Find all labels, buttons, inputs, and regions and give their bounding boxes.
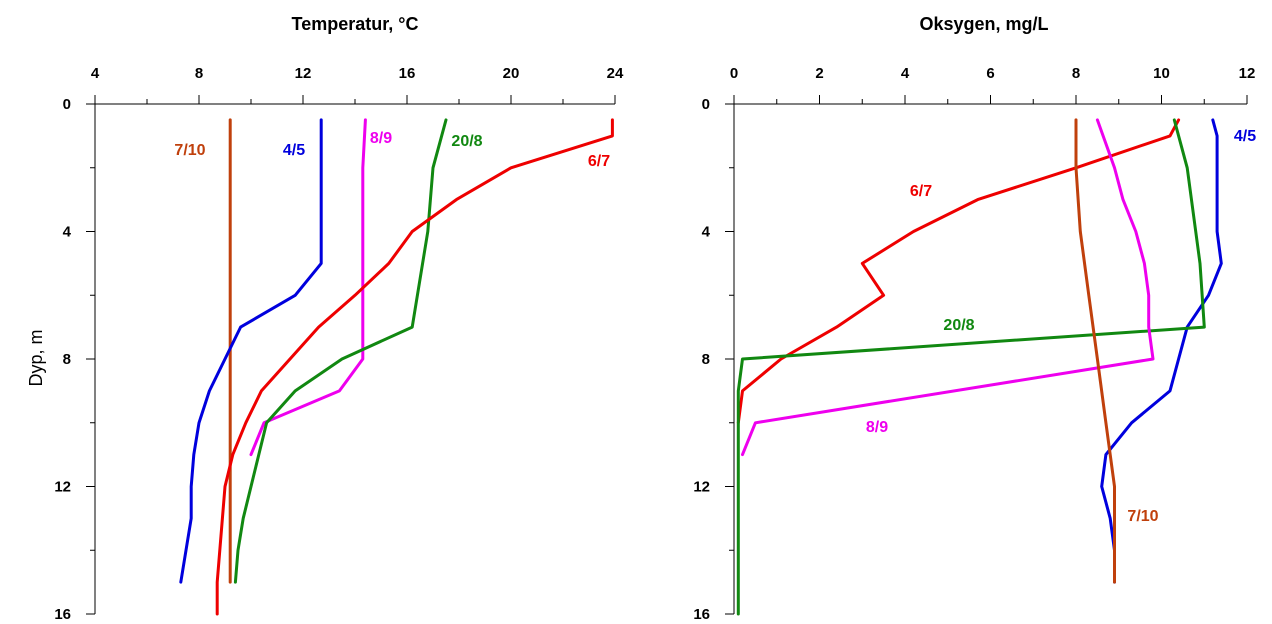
- y-tick-label: 16: [693, 606, 710, 623]
- series-label-4-5: 4/5: [283, 142, 305, 159]
- y-tick-label: 16: [54, 606, 71, 623]
- x-tick-label: 2: [815, 65, 823, 82]
- temperature-title: Temperatur, °C: [292, 14, 419, 34]
- series-label-6-7: 6/7: [588, 153, 610, 170]
- x-tick-label: 8: [195, 65, 203, 82]
- series-line-8-9: [249, 118, 367, 457]
- x-tick-label: 0: [730, 65, 738, 82]
- x-tick-label: 24: [607, 65, 624, 82]
- series-line-6-7: [215, 118, 614, 616]
- y-tick-label: 8: [702, 351, 710, 368]
- y-tick-label: 4: [702, 224, 711, 241]
- series-line-4-5: [179, 118, 323, 584]
- series-line-7-10: [1074, 118, 1116, 584]
- series-label-8-9: 8/9: [866, 419, 888, 436]
- series-line-4-5: [1100, 118, 1223, 584]
- x-tick-label: 6: [986, 65, 994, 82]
- temperature-panel: Temperatur, °C Dyp, m 4 8 12 16 20 24 0 4 8 12 16 7…: [26, 14, 624, 623]
- series-label-7-10: 7/10: [1127, 508, 1158, 525]
- x-tick-label: 16: [399, 65, 416, 82]
- series-line-20-8: [736, 118, 1206, 616]
- x-tick-label: 4: [901, 65, 910, 82]
- x-tick-label: 12: [1239, 65, 1256, 82]
- x-tick-label: 12: [295, 65, 312, 82]
- y-tick-label: 0: [63, 96, 71, 113]
- series-label-4-5: 4/5: [1234, 128, 1256, 145]
- x-tick-label: 8: [1072, 65, 1080, 82]
- y-tick-label: 8: [63, 351, 71, 368]
- series-line-20-8: [233, 118, 448, 584]
- series-line-8-9: [741, 118, 1155, 457]
- series-label-20-8: 20/8: [943, 317, 974, 334]
- series-label-20-8: 20/8: [451, 133, 482, 150]
- x-tick-label: 4: [91, 65, 100, 82]
- oxygen-title: Oksygen, mg/L: [919, 14, 1048, 34]
- oxygen-panel: Oksygen, mg/L 0 2 4 6 8 10 12 0 4 8 12 16 6/7 4/5 20/8…: [693, 14, 1256, 623]
- y-tick-label: 12: [693, 479, 710, 496]
- series-label-8-9: 8/9: [370, 130, 392, 147]
- y-tick-label: 0: [702, 96, 710, 113]
- depth-axis-label: Dyp, m: [26, 329, 46, 386]
- series-label-7-10: 7/10: [174, 142, 205, 159]
- series-label-6-7: 6/7: [910, 183, 932, 200]
- y-tick-label: 12: [54, 479, 71, 496]
- x-tick-label: 10: [1153, 65, 1170, 82]
- series-line-6-7: [736, 118, 1181, 425]
- y-tick-label: 4: [63, 224, 72, 241]
- x-tick-label: 20: [503, 65, 520, 82]
